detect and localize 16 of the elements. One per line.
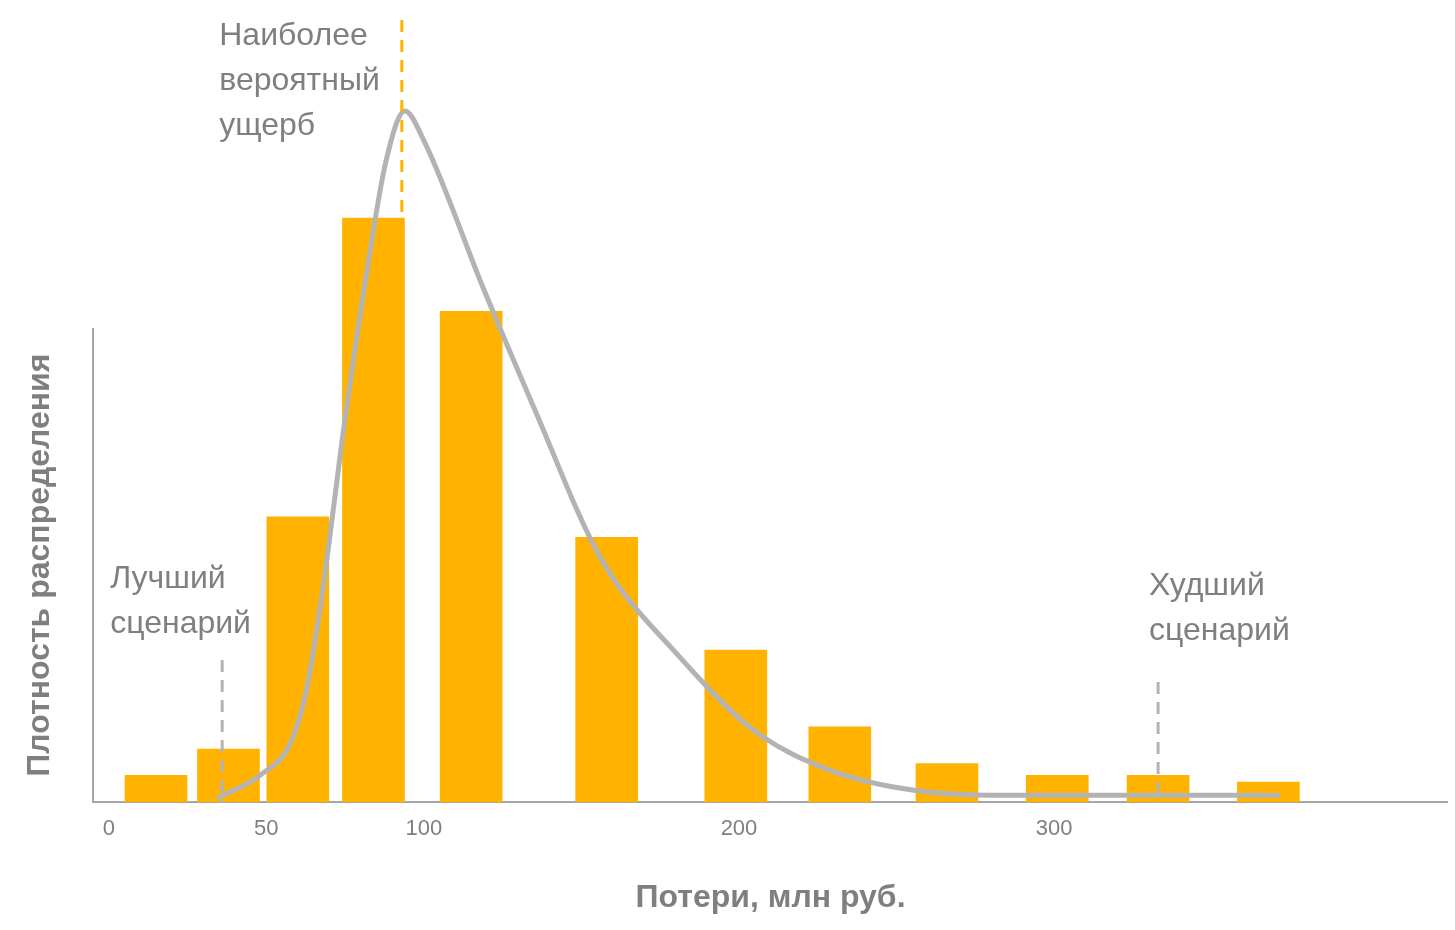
x-axis-title: Потери, млн руб.	[635, 877, 906, 914]
ref-line-label: Худший сценарий	[1149, 565, 1290, 647]
x-tick-label: 300	[1035, 815, 1073, 841]
bar	[808, 726, 872, 803]
bar	[124, 774, 188, 803]
x-tick-label: 100	[405, 815, 443, 841]
bar	[575, 537, 638, 803]
ref-line-label: Лучший сценарий	[110, 558, 251, 640]
y-axis-title: Плотность распределения	[19, 353, 56, 777]
bar	[266, 516, 330, 803]
x-tick-label: 200	[720, 815, 758, 841]
bar	[439, 311, 503, 803]
x-tick-label: 50	[254, 815, 279, 841]
x-tick-label: 0	[102, 815, 115, 841]
ref-line-label: Наиболее вероятный ущерб	[219, 15, 380, 142]
bar	[704, 649, 768, 803]
